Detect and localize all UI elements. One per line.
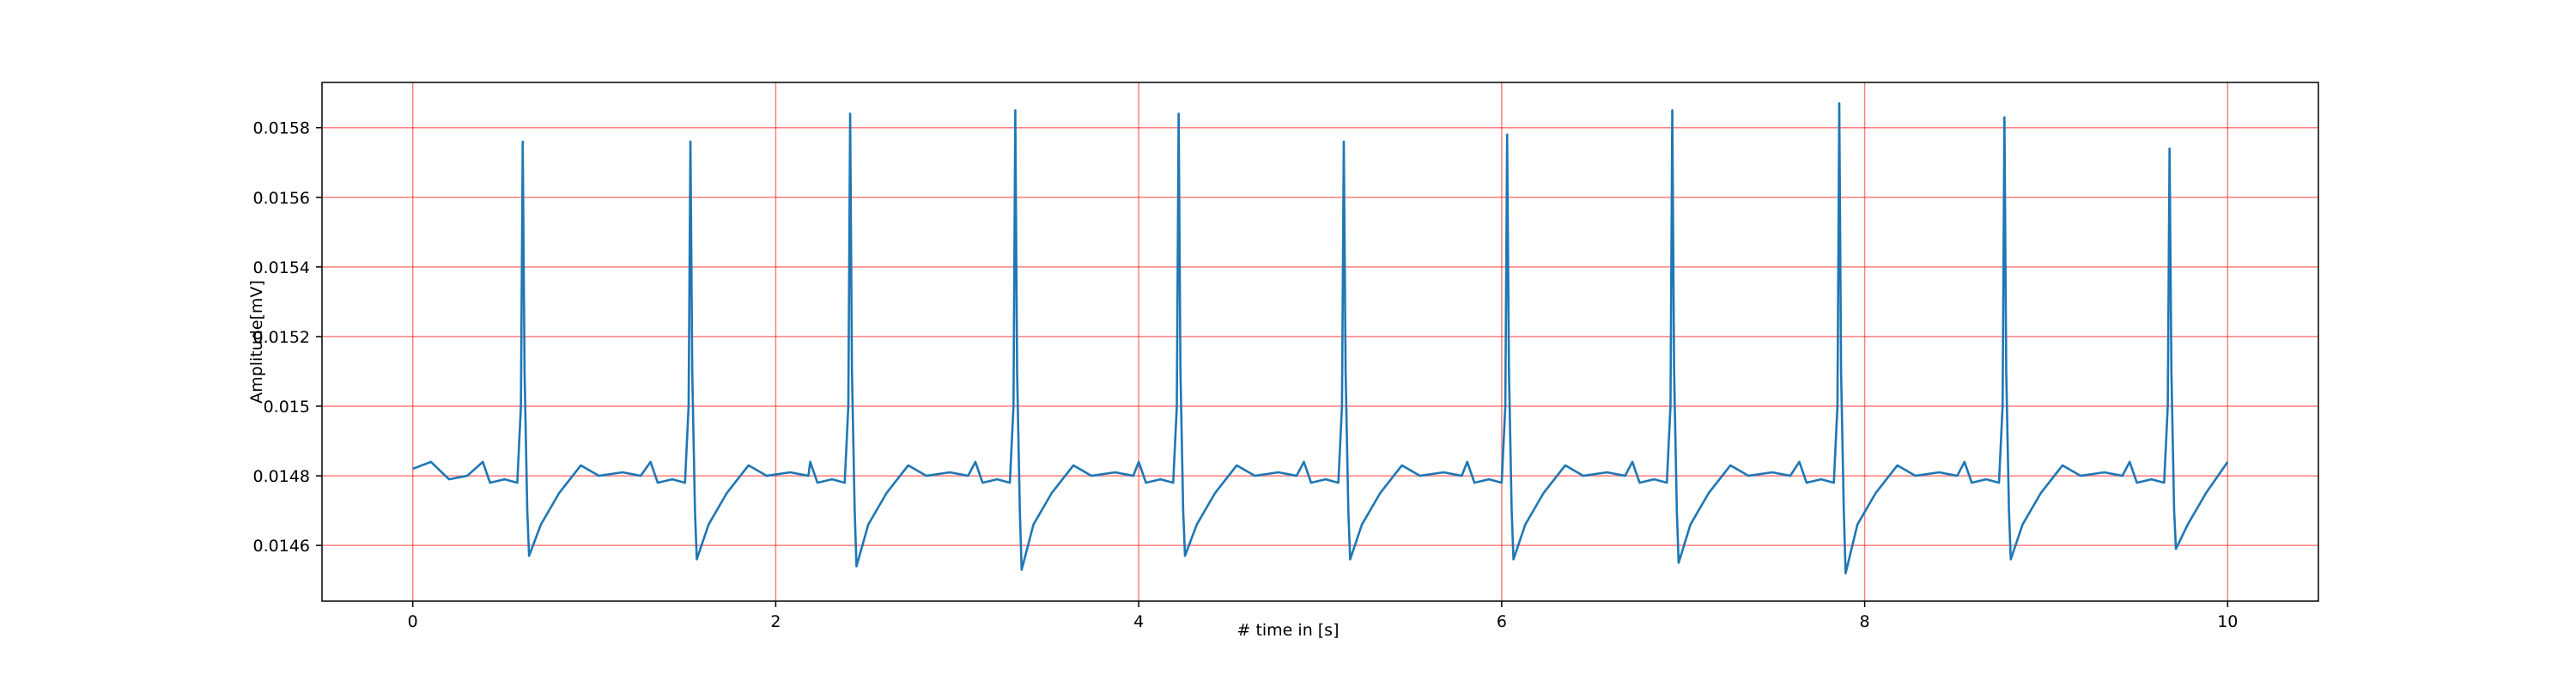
y-axis-label: Amplitude[mV]	[247, 280, 266, 404]
x-tick-label: 10	[2217, 612, 2238, 631]
y-tick-label: 0.0152	[253, 328, 310, 347]
line-series	[412, 102, 2229, 575]
x-tick-label: 6	[1497, 612, 1507, 631]
plot-frame	[321, 82, 2319, 602]
y-tick-label: 0.0146	[253, 537, 310, 556]
x-tick-label: 8	[1860, 612, 1870, 631]
x-tick-label: 0	[408, 612, 418, 631]
x-tick-label: 2	[770, 612, 781, 631]
y-tick-label: 0.0158	[253, 119, 310, 138]
y-tick-label: 0.0148	[253, 467, 310, 486]
y-tick-label: 0.0154	[253, 258, 310, 277]
x-tick-label: 4	[1133, 612, 1144, 631]
x-axis-label: # time in [s]	[1236, 621, 1339, 640]
y-tick-label: 0.0156	[253, 189, 310, 208]
y-tick-label: 0.015	[264, 398, 310, 416]
